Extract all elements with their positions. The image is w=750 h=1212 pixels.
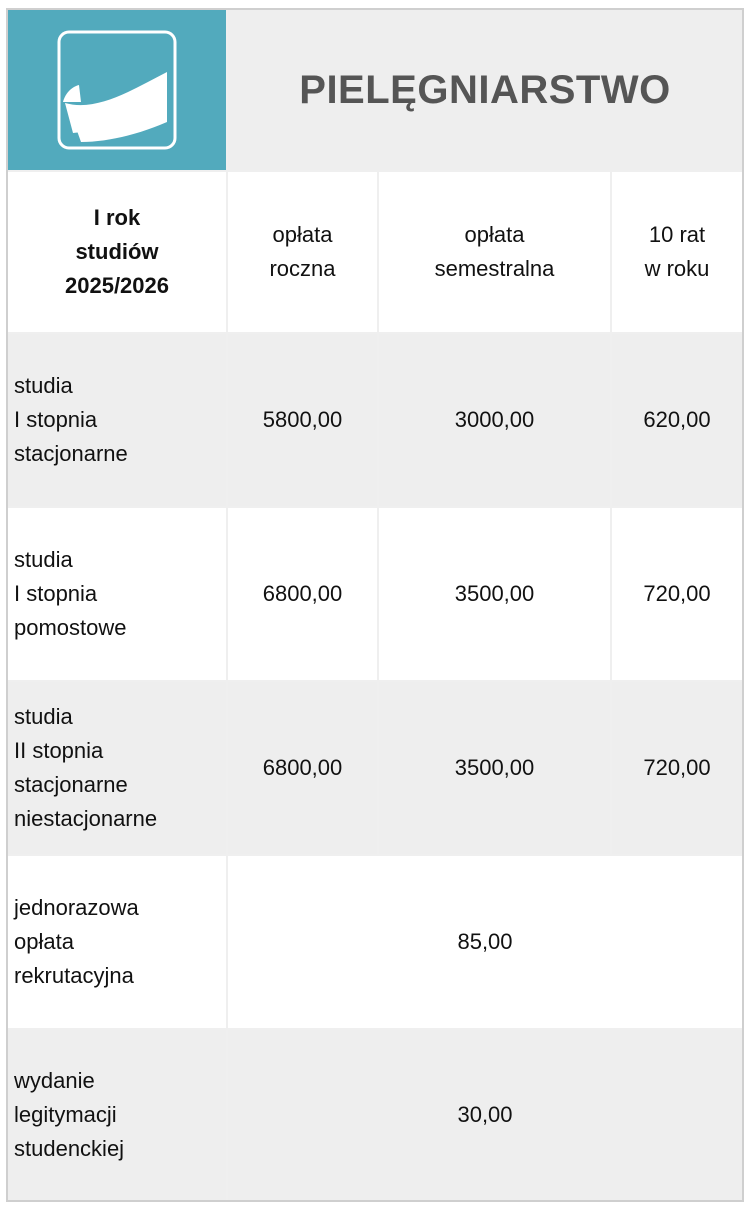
page-title: PIELĘGNIARSTWO [228, 10, 742, 170]
header-annual-fee: opłata roczna [228, 172, 377, 332]
row-label: studia I stopnia stacjonarne [8, 334, 226, 506]
semester-fee: 3000,00 [379, 334, 610, 506]
ribbon-logo-icon [57, 30, 177, 150]
logo-cell [8, 10, 226, 170]
row-label: studia II stopnia stacjonarne niestacjon… [8, 682, 226, 854]
extra-fee-value: 85,00 [228, 856, 742, 1028]
extra-fee-label: jednorazowa opłata rekrutacyjna [8, 856, 226, 1028]
installment-fee: 720,00 [612, 682, 742, 854]
installment-fee: 720,00 [612, 508, 742, 680]
annual-fee: 6800,00 [228, 508, 377, 680]
extra-fee-value: 30,00 [228, 1030, 742, 1200]
row-label: studia I stopnia pomostowe [8, 508, 226, 680]
annual-fee: 6800,00 [228, 682, 377, 854]
fee-table: PIELĘGNIARSTWO I rok studiów 2025/2026 o… [6, 8, 744, 1202]
header-year: I rok studiów 2025/2026 [8, 172, 226, 332]
header-semester-fee: opłata semestralna [379, 172, 610, 332]
semester-fee: 3500,00 [379, 682, 610, 854]
header-installments: 10 rat w roku [612, 172, 742, 332]
annual-fee: 5800,00 [228, 334, 377, 506]
installment-fee: 620,00 [612, 334, 742, 506]
extra-fee-label: wydanie legitymacji studenckiej [8, 1030, 226, 1200]
semester-fee: 3500,00 [379, 508, 610, 680]
